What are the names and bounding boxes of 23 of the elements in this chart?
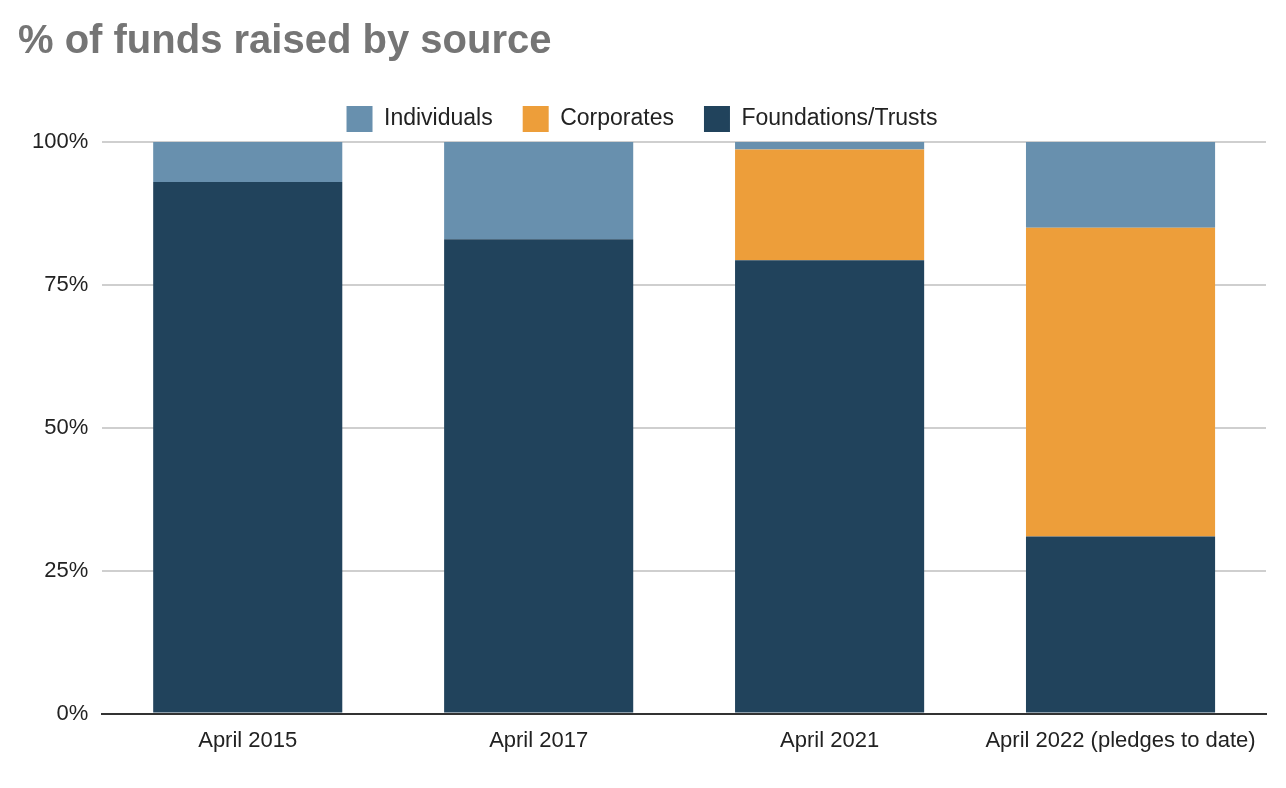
- bar: [444, 142, 634, 240]
- x-tick-label: April 2022 (pledges to date): [985, 726, 1256, 752]
- legend-label: Foundations/Trusts: [741, 104, 938, 131]
- bar: [1025, 142, 1216, 228]
- y-tick-label: 50%: [44, 413, 89, 439]
- bar: [735, 142, 925, 150]
- bar: [444, 239, 634, 713]
- bar: [153, 182, 343, 713]
- x-tick-label: April 2017: [489, 726, 589, 752]
- x-tick-label: April 2015: [198, 726, 298, 752]
- bar: [735, 149, 925, 261]
- chart-title: % of funds raised by source: [18, 17, 552, 62]
- bar: [735, 260, 925, 713]
- y-tick-label: 75%: [44, 270, 89, 296]
- bar: [1025, 227, 1216, 537]
- legend-label: Corporates: [560, 104, 674, 131]
- y-tick-label: 0%: [56, 699, 89, 725]
- legend-label: Individuals: [384, 104, 493, 131]
- y-tick-label: 25%: [44, 556, 89, 582]
- x-tick-label: April 2021: [780, 726, 880, 752]
- y-tick-label: 100%: [31, 128, 89, 154]
- bar: [153, 142, 343, 183]
- bar: [1025, 536, 1216, 713]
